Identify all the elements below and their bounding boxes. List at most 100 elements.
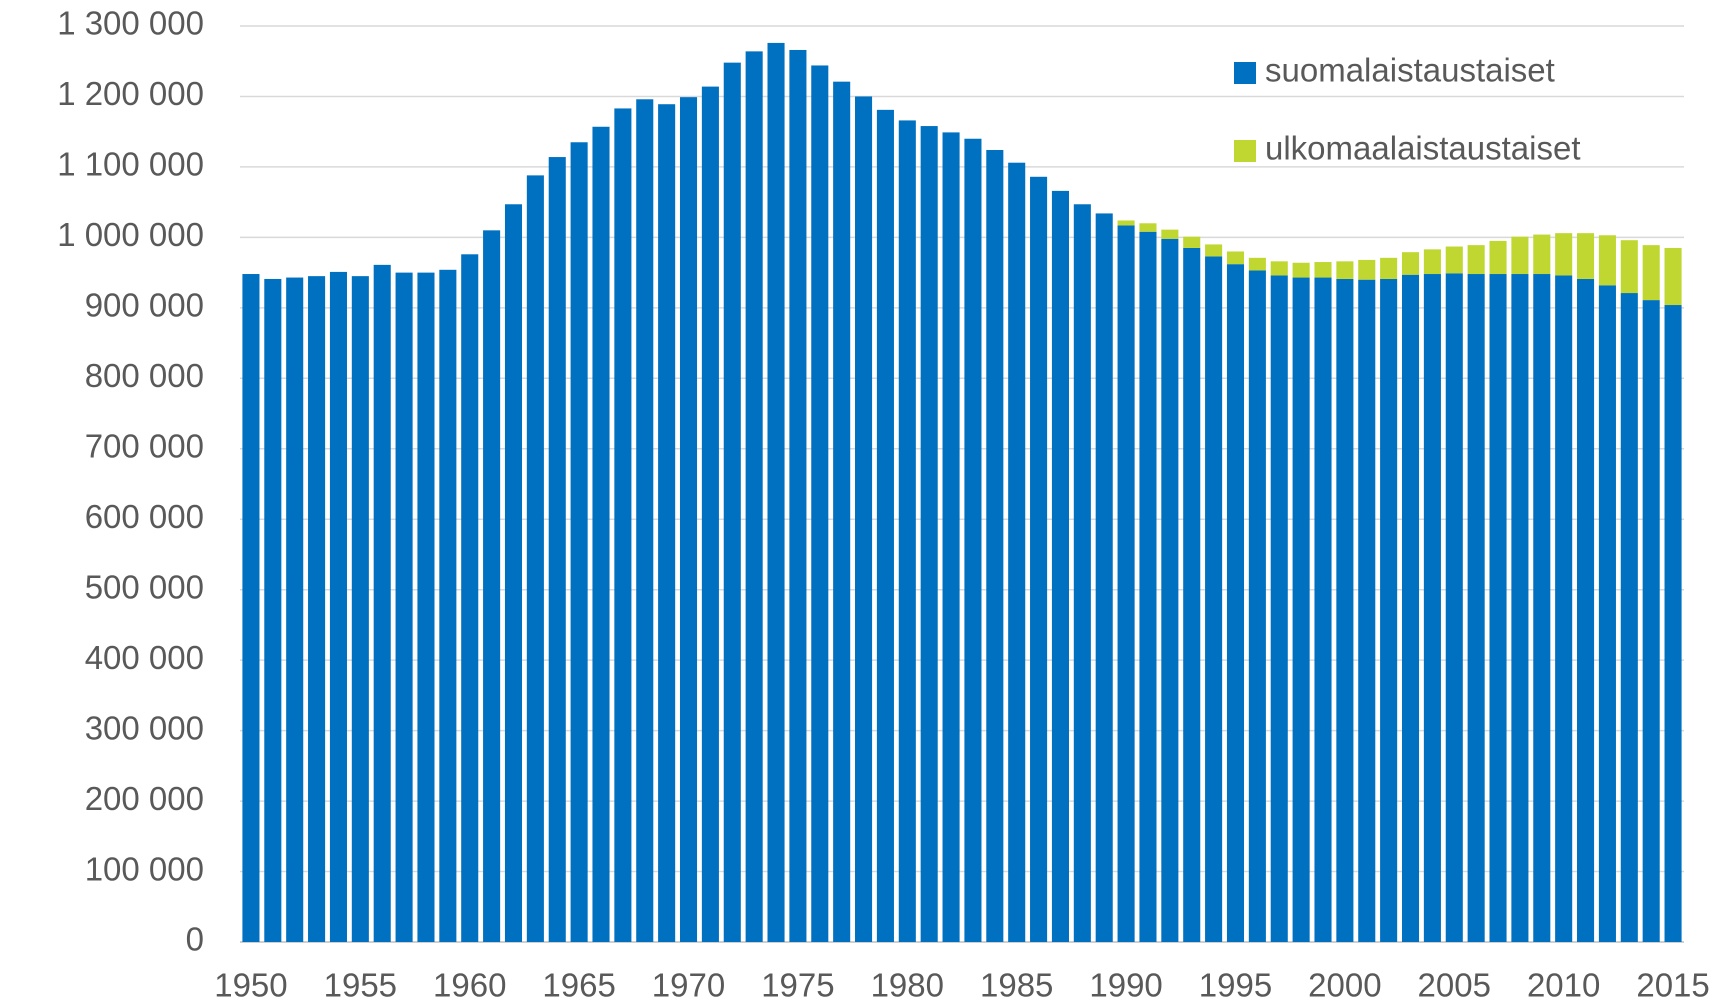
bar-segment (1139, 223, 1157, 232)
bar-segment (1314, 277, 1332, 942)
x-tick-label: 2000 (1308, 967, 1381, 1004)
bar-segment (1380, 278, 1398, 942)
y-tick-label: 1 100 000 (57, 146, 204, 183)
x-tick-label: 1955 (324, 967, 397, 1004)
bar-segment (920, 126, 938, 943)
bar-segment (1445, 273, 1463, 942)
y-tick-label: 900 000 (85, 287, 204, 324)
bar-segment (1489, 240, 1507, 275)
y-tick-label: 800 000 (85, 357, 204, 394)
bar-segment (1205, 244, 1223, 257)
bar-segment (351, 276, 369, 943)
legend-swatch (1234, 140, 1256, 162)
bar-segment (1358, 259, 1376, 280)
bar-segment (1336, 278, 1354, 942)
bar-segment (855, 96, 873, 942)
bar-segment (395, 272, 413, 943)
bar-segment (1511, 236, 1529, 275)
bar-segment (1555, 233, 1573, 276)
x-tick-label: 1975 (761, 967, 834, 1004)
x-tick-label: 2015 (1636, 967, 1709, 1004)
bar-segment (1336, 261, 1354, 279)
x-tick-label: 1965 (542, 967, 615, 1004)
bar-segment (1423, 274, 1441, 942)
bar-segment (1598, 235, 1616, 286)
x-tick-label: 1960 (433, 967, 506, 1004)
bar-segment (1467, 274, 1485, 942)
y-tick-label: 1 000 000 (57, 216, 204, 253)
x-tick-label: 1995 (1199, 967, 1272, 1004)
x-tick-label: 2010 (1527, 967, 1600, 1004)
bar-segment (526, 175, 544, 942)
bar-segment (1117, 220, 1135, 226)
bar-segment (1577, 233, 1595, 279)
x-tick-label: 1980 (871, 967, 944, 1004)
bar-segment (1292, 262, 1310, 278)
bar-segment (264, 278, 282, 942)
bar-segment (745, 51, 763, 943)
bar-segment (1401, 252, 1420, 275)
bar-segment (1533, 234, 1551, 275)
bar-segment (658, 104, 676, 943)
y-tick-label: 400 000 (85, 639, 204, 676)
bar-segment (417, 272, 435, 943)
bar-segment (723, 62, 741, 942)
legend-swatch (1234, 62, 1256, 84)
bar-segment (570, 142, 588, 942)
y-tick-label: 1 200 000 (57, 75, 204, 112)
bar-segment (1073, 204, 1091, 942)
y-tick-label: 500 000 (85, 568, 204, 605)
bar-segment (1664, 247, 1682, 306)
legend-label: suomalaistaustaiset (1265, 52, 1555, 89)
bar-segment (636, 99, 654, 942)
bar-segment (1401, 274, 1420, 942)
bar-segment (1051, 190, 1069, 942)
bar-segment (373, 264, 391, 942)
bar-segment (1248, 270, 1266, 942)
bar-segment (701, 86, 719, 942)
bar-segment (1620, 240, 1638, 294)
bar-segment (833, 81, 851, 942)
y-tick-label: 200 000 (85, 780, 204, 817)
bar-segment (1555, 275, 1573, 942)
bar-segment (1183, 247, 1201, 942)
bar-segment (1445, 246, 1463, 274)
bar-segment (614, 108, 632, 942)
bar-segment (1489, 274, 1507, 942)
bar-segment (811, 65, 829, 943)
bar-segment (1467, 245, 1485, 275)
bar-segment (1095, 213, 1113, 943)
bar-segment (1030, 176, 1048, 942)
y-tick-label: 100 000 (85, 850, 204, 887)
bar-segment (1423, 249, 1441, 275)
bar-segment (1642, 245, 1660, 301)
bar-segment (1380, 257, 1398, 279)
bar-segment (1270, 275, 1288, 942)
bar-segment (1183, 236, 1201, 248)
bar-segment (942, 132, 960, 943)
bar-segment (592, 126, 610, 942)
y-tick-label: 700 000 (85, 427, 204, 464)
bar-segment (461, 254, 479, 942)
y-tick-label: 0 (186, 921, 204, 958)
bar-segment (1205, 256, 1223, 942)
bar-segment (308, 276, 326, 943)
bar-segment (1577, 278, 1595, 942)
bar-segment (1161, 229, 1179, 239)
bar-segment (242, 274, 260, 942)
bar-segment (789, 49, 807, 943)
bar-segment (1533, 274, 1551, 942)
x-tick-label: 2005 (1418, 967, 1491, 1004)
bar-segment (1642, 300, 1660, 942)
x-tick-label: 1950 (214, 967, 287, 1004)
bar-segment (483, 230, 501, 943)
bar-segment (986, 150, 1004, 942)
bar-segment (439, 269, 457, 942)
y-tick-label: 300 000 (85, 709, 204, 746)
bar-segment (679, 97, 698, 943)
bar-segment (1598, 285, 1616, 942)
bar-segment (1226, 264, 1245, 942)
bar-segment (1226, 251, 1245, 265)
bar-segment (1292, 277, 1310, 942)
